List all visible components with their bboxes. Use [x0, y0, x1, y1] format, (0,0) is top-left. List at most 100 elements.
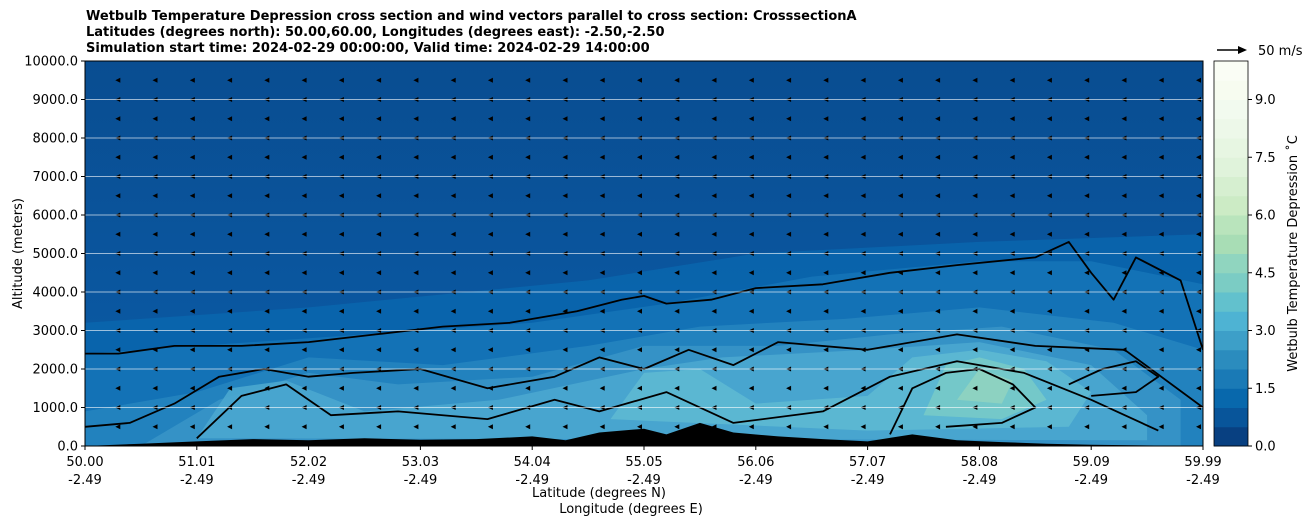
wind-vector-arrow — [376, 270, 382, 276]
wind-vector-arrow — [189, 231, 195, 237]
wind-vector-arrow — [711, 347, 717, 353]
y-tick-label: 0.0 — [57, 440, 78, 455]
wind-vector-arrow — [227, 116, 233, 122]
wind-vector-arrow — [637, 308, 642, 314]
colorbar-tick-label: 3.0 — [1255, 324, 1276, 339]
wind-vector-arrow — [78, 270, 83, 275]
wind-vector-arrow — [264, 77, 270, 83]
x-axis-label-lon: Longitude (degrees E) — [559, 502, 703, 517]
wind-vector-arrow — [152, 231, 158, 237]
wind-vector-arrow — [450, 231, 456, 237]
wind-vector-arrow — [264, 193, 270, 199]
y-tick-label: 9000.0 — [33, 93, 79, 108]
wind-vector-arrow — [152, 347, 158, 353]
wind-vector-arrow — [450, 347, 456, 353]
wind-vector-arrow — [1009, 270, 1015, 276]
wind-vector-arrow — [301, 231, 307, 237]
wind-vector-arrow — [637, 231, 642, 237]
wind-vector-arrow — [227, 424, 233, 430]
wind-vector-arrow — [599, 385, 605, 391]
wind-vector-arrow — [525, 424, 531, 430]
wind-vector-arrow — [189, 116, 195, 122]
wind-vector-arrow — [860, 193, 866, 199]
wind-vector-arrow — [1158, 231, 1164, 237]
wind-vector-arrow — [1121, 424, 1127, 430]
wind-vector-arrow — [637, 424, 642, 430]
wind-vector-arrow — [1046, 231, 1052, 237]
wind-vector-arrow — [599, 77, 605, 83]
wind-vector-arrow — [189, 424, 195, 430]
wind-vector-arrow — [674, 77, 680, 83]
wind-vector-arrow — [674, 116, 680, 122]
x-tick-label-lat: 50.00 — [66, 455, 103, 470]
x-tick-label-lat: 59.99 — [1184, 455, 1221, 470]
wind-vector-arrow — [599, 154, 605, 160]
x-tick-label-lon: -2.49 — [68, 473, 102, 488]
wind-vector-arrow — [450, 270, 456, 276]
wind-vector-arrow — [1046, 154, 1052, 160]
wind-vector-arrow — [376, 308, 382, 314]
x-tick-label-lon: -2.49 — [515, 473, 549, 488]
wind-vector-arrow — [562, 231, 568, 237]
wind-vector-arrow — [1009, 231, 1015, 237]
colorbar-segment — [1214, 157, 1248, 177]
chart-subtitle-time: Simulation start time: 2024-02-29 00:00:… — [86, 41, 650, 56]
wind-vector-arrow — [450, 193, 456, 199]
wind-vector-arrow — [1158, 77, 1164, 83]
wind-vector-arrow — [935, 308, 941, 314]
x-tick-label-lon: -2.49 — [180, 473, 214, 488]
colorbar-segment — [1214, 272, 1248, 293]
wind-vector-arrow — [599, 193, 605, 199]
wind-vector-arrow — [786, 116, 792, 122]
wind-vector-arrow — [487, 193, 493, 199]
wind-vector-arrow — [674, 193, 680, 199]
x-tick-label-lat: 59.09 — [1073, 455, 1110, 470]
colorbar-segment — [1214, 253, 1248, 274]
y-tick-label: 4000.0 — [33, 286, 79, 301]
wind-vector-arrow — [1009, 385, 1015, 391]
wind-vector-arrow — [1009, 308, 1015, 314]
wind-vector-arrow — [748, 154, 754, 160]
x-tick-label-lat: 53.03 — [402, 455, 439, 470]
wind-vector-arrow — [376, 116, 382, 122]
wind-vector-arrow — [301, 77, 307, 83]
wind-vector-arrow — [189, 154, 195, 160]
wind-vector-arrow — [413, 116, 419, 122]
wind-vector-arrow — [450, 154, 456, 160]
wind-vector-arrow — [711, 193, 717, 199]
wind-vector-arrow — [301, 154, 307, 160]
wind-vector-arrow — [786, 270, 792, 276]
wind-vector-arrow — [78, 78, 83, 83]
wind-vector-arrow — [897, 116, 903, 122]
wind-vector-arrow — [972, 270, 978, 276]
wind-vector-arrow — [152, 77, 158, 83]
wind-vector-arrow — [1196, 116, 1201, 122]
wind-vector-arrow — [972, 385, 978, 391]
wind-vector-arrow — [413, 193, 419, 199]
wind-vector-arrow — [1158, 193, 1164, 199]
wind-vector-arrow — [711, 385, 717, 391]
contour-line — [889, 368, 1037, 435]
colorbar-tick-label: 0.0 — [1255, 440, 1276, 455]
wind-vector-arrow — [637, 116, 642, 122]
wind-vector-arrow — [450, 116, 456, 122]
wind-vector-arrow — [413, 231, 419, 237]
wind-vector-arrow — [1009, 77, 1015, 83]
wind-vector-arrow — [413, 77, 419, 83]
y-tick-label: 10000.0 — [24, 55, 78, 70]
colorbar-segment — [1214, 176, 1248, 197]
wind-vector-arrow — [189, 385, 195, 391]
wind-vector-arrow — [1121, 77, 1127, 83]
wind-vector-arrow — [115, 385, 121, 391]
wind-vector-arrow — [711, 308, 717, 314]
wind-vector-arrow — [1009, 154, 1015, 160]
colorbar-segment — [1214, 61, 1248, 81]
wind-vector-arrow — [338, 270, 344, 276]
wind-vector-arrow — [748, 193, 754, 199]
wind-vector-arrow — [338, 347, 344, 353]
wind-vector-arrow — [935, 424, 941, 430]
wind-vector-arrow — [860, 154, 866, 160]
wind-vector-arrow — [748, 270, 754, 276]
wind-vector-arrow — [823, 385, 829, 391]
wind-vector-arrow — [674, 270, 680, 276]
